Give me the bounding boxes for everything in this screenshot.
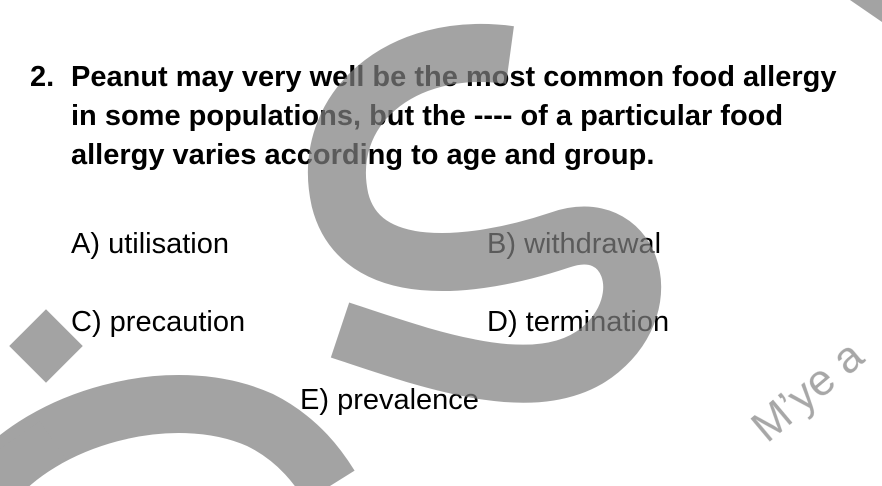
option-b-letter: B) (487, 228, 516, 260)
watermark-corner-stripe (850, 0, 882, 22)
option-a-letter: A) (71, 228, 100, 260)
option-a[interactable]: A) utilisation (71, 226, 229, 262)
watermark-arc (0, 375, 355, 486)
option-c-letter: C) (71, 306, 102, 338)
option-e[interactable]: E) prevalence (300, 382, 479, 418)
option-b[interactable]: B) withdrawal (487, 226, 661, 262)
option-a-text: utilisation (108, 228, 229, 260)
option-d-letter: D) (487, 306, 518, 338)
option-d-text: termination (525, 306, 670, 338)
option-e-text: prevalence (337, 384, 479, 416)
option-e-letter: E) (300, 384, 329, 416)
watermark-bar (0, 421, 66, 486)
option-b-text: withdrawal (524, 228, 662, 260)
watermark-text: M’ye a (742, 330, 873, 452)
option-d[interactable]: D) termination (487, 304, 669, 340)
question-stem: Peanut may very well be the most common … (71, 61, 837, 171)
question-number: 2. (30, 61, 55, 93)
option-c[interactable]: C) precaution (71, 304, 245, 340)
option-c-text: precaution (109, 306, 246, 338)
